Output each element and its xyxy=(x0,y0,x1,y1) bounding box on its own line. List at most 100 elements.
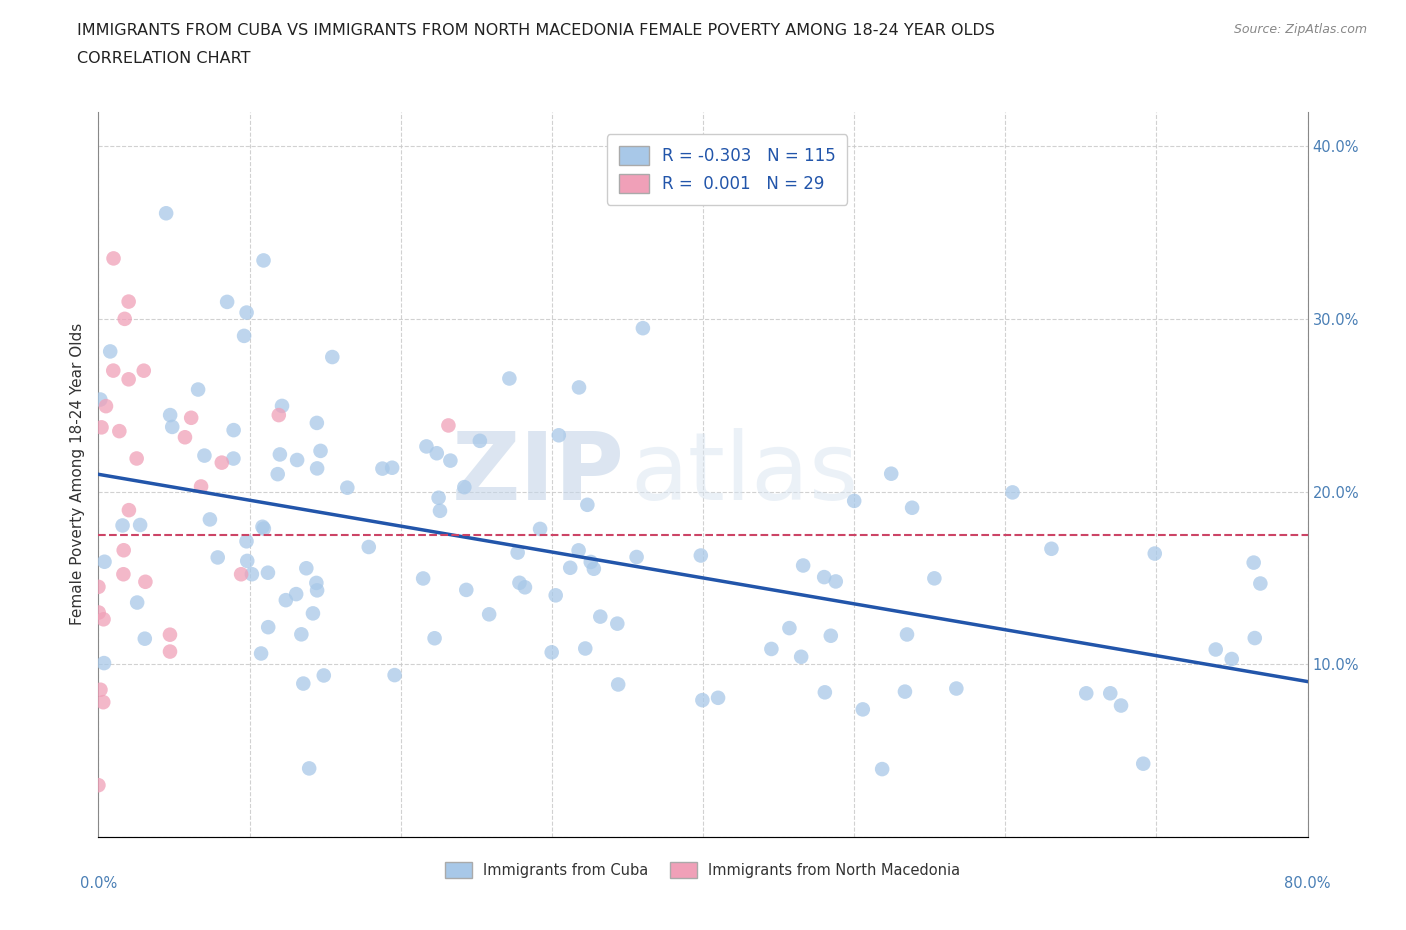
Point xyxy=(240,566,263,581)
Point xyxy=(468,433,491,448)
Point xyxy=(1099,685,1122,700)
Text: ZIP: ZIP xyxy=(451,429,624,520)
Point xyxy=(233,328,256,343)
Point xyxy=(305,576,328,591)
Point xyxy=(114,312,136,326)
Point xyxy=(89,683,111,698)
Point xyxy=(870,762,893,777)
Point xyxy=(607,677,630,692)
Point xyxy=(540,644,562,659)
Point xyxy=(547,428,569,443)
Point xyxy=(778,620,800,635)
Point xyxy=(880,466,903,481)
Point xyxy=(631,321,654,336)
Point xyxy=(429,503,451,518)
Point xyxy=(217,295,239,310)
Point xyxy=(336,480,359,495)
Point xyxy=(267,407,290,422)
Point xyxy=(309,444,332,458)
Point xyxy=(134,631,156,646)
Text: 0.0%: 0.0% xyxy=(80,876,117,891)
Point xyxy=(945,681,967,696)
Point xyxy=(312,668,335,683)
Point xyxy=(267,467,290,482)
Point xyxy=(1249,576,1271,591)
Point xyxy=(582,562,605,577)
Point xyxy=(1076,685,1098,700)
Point xyxy=(198,512,221,527)
Point xyxy=(894,684,917,699)
Point xyxy=(134,575,156,590)
Point xyxy=(298,761,321,776)
Point xyxy=(589,609,612,624)
Point xyxy=(426,445,449,460)
Point xyxy=(269,447,291,462)
Point xyxy=(174,430,197,445)
Point xyxy=(381,460,404,475)
Point xyxy=(761,642,783,657)
Point xyxy=(118,372,141,387)
Point xyxy=(1243,555,1265,570)
Point xyxy=(568,543,591,558)
Point xyxy=(924,571,946,586)
Point xyxy=(250,646,273,661)
Point xyxy=(103,251,125,266)
Point xyxy=(384,668,406,683)
Legend: Immigrants from Cuba, Immigrants from North Macedonia: Immigrants from Cuba, Immigrants from No… xyxy=(440,857,966,884)
Point xyxy=(626,550,648,565)
Text: CORRELATION CHART: CORRELATION CHART xyxy=(77,51,250,66)
Point xyxy=(302,606,325,621)
Point xyxy=(453,480,475,495)
Point xyxy=(129,517,152,532)
Point xyxy=(87,777,110,792)
Point xyxy=(852,702,875,717)
Point xyxy=(162,419,184,434)
Point xyxy=(155,206,177,220)
Point xyxy=(305,416,328,431)
Point xyxy=(274,592,297,607)
Point xyxy=(112,543,135,558)
Point xyxy=(574,641,596,656)
Point xyxy=(579,554,602,569)
Point xyxy=(707,690,730,705)
Point xyxy=(93,554,115,569)
Point xyxy=(132,364,155,379)
Point xyxy=(371,461,394,476)
Point xyxy=(692,693,714,708)
Point xyxy=(207,550,229,565)
Point xyxy=(87,579,110,594)
Point xyxy=(415,439,437,454)
Point xyxy=(285,453,308,468)
Y-axis label: Female Poverty Among 18-24 Year Olds: Female Poverty Among 18-24 Year Olds xyxy=(70,324,86,626)
Point xyxy=(1109,698,1132,713)
Point xyxy=(125,451,148,466)
Point xyxy=(222,423,245,438)
Point xyxy=(606,617,628,631)
Point xyxy=(321,350,343,365)
Point xyxy=(792,558,814,573)
Point xyxy=(159,644,181,659)
Point xyxy=(159,627,181,642)
Point xyxy=(111,518,134,533)
Point xyxy=(180,410,202,425)
Point xyxy=(108,424,131,439)
Point xyxy=(235,305,257,320)
Point xyxy=(87,605,110,620)
Point xyxy=(896,627,918,642)
Point xyxy=(1040,541,1063,556)
Point xyxy=(103,363,125,378)
Point xyxy=(118,503,141,518)
Point xyxy=(252,519,274,534)
Point xyxy=(824,574,846,589)
Point xyxy=(257,565,280,580)
Text: atlas: atlas xyxy=(630,429,859,520)
Point xyxy=(118,294,141,309)
Point xyxy=(1220,652,1243,667)
Point xyxy=(159,407,181,422)
Point xyxy=(229,566,252,581)
Point xyxy=(1001,485,1024,499)
Point xyxy=(844,494,866,509)
Point xyxy=(544,588,567,603)
Point xyxy=(290,627,312,642)
Point xyxy=(1243,631,1265,645)
